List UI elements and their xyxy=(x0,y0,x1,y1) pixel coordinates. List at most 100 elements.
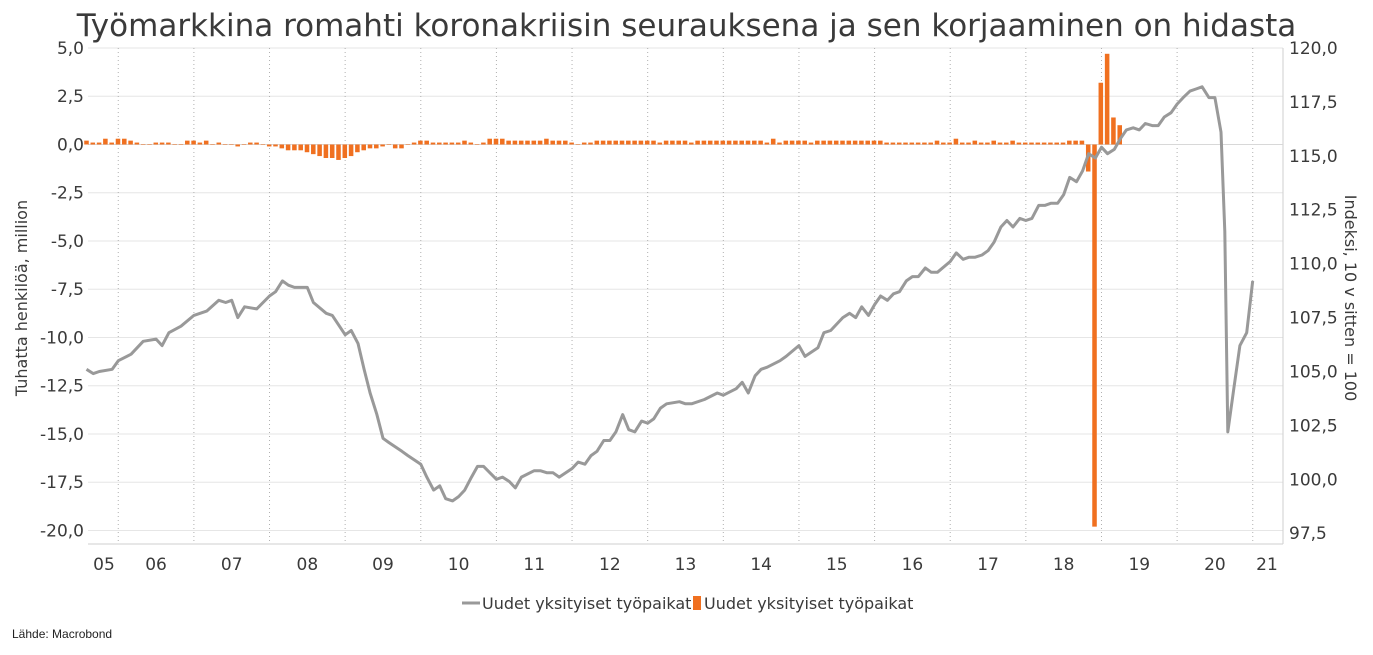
bar xyxy=(689,142,694,145)
bar xyxy=(405,144,411,145)
bar xyxy=(424,140,429,145)
right-tick-label: 105,0 xyxy=(1289,362,1338,382)
bar xyxy=(575,144,581,145)
bar xyxy=(178,144,184,145)
bar xyxy=(437,142,442,145)
bar xyxy=(1060,142,1066,145)
bar xyxy=(985,142,990,145)
right-tick-label: 107,5 xyxy=(1289,309,1338,329)
bar xyxy=(1117,125,1122,145)
x-tick-label: 05 xyxy=(93,555,115,575)
bar xyxy=(638,140,644,145)
bar xyxy=(216,142,222,145)
bar xyxy=(789,140,795,145)
x-tick-label: 14 xyxy=(750,555,772,575)
bar xyxy=(701,140,707,145)
right-tick-label: 110,0 xyxy=(1289,255,1338,275)
left-tick-label: -5,0 xyxy=(51,232,84,252)
bar xyxy=(720,140,726,145)
x-tick-label: 06 xyxy=(145,555,167,575)
bar xyxy=(928,142,933,145)
legend-bar-label: Uudet yksityiset työpaikat xyxy=(704,594,913,613)
bar xyxy=(941,142,946,145)
bar xyxy=(222,144,228,145)
bar xyxy=(758,140,763,145)
bar xyxy=(714,140,719,145)
line-path xyxy=(85,85,1255,503)
bar xyxy=(915,142,921,145)
x-tick-label: 11 xyxy=(523,555,545,575)
x-tick-label: 12 xyxy=(599,555,621,575)
bar xyxy=(808,142,814,145)
right-tick-label: 117,5 xyxy=(1289,93,1338,113)
bar xyxy=(1029,142,1034,145)
left-axis-label: Tuhatta henkilöä, million xyxy=(12,200,31,397)
bar xyxy=(878,140,883,145)
bar xyxy=(317,144,322,157)
bar xyxy=(657,142,663,145)
bar xyxy=(1022,142,1028,145)
right-tick-label: 100,0 xyxy=(1289,470,1338,490)
left-tick-label: 2,5 xyxy=(57,87,84,107)
bar xyxy=(695,140,700,145)
bar xyxy=(298,144,303,151)
x-axis-ticks: 05 06 07 08 09 10 11 12 13 14 15 16 17 18 19 20 21 xyxy=(93,555,1278,575)
bar xyxy=(922,142,927,145)
bar xyxy=(884,142,889,145)
bar xyxy=(626,140,631,145)
bar xyxy=(449,142,455,145)
bar xyxy=(474,144,480,145)
bar xyxy=(273,144,278,147)
x-tick-label: 13 xyxy=(675,555,697,575)
bar xyxy=(1092,144,1097,527)
bar xyxy=(304,144,310,153)
right-tick-label: 112,5 xyxy=(1289,201,1338,221)
x-tick-label: 19 xyxy=(1128,555,1150,575)
bar xyxy=(581,142,587,145)
bar xyxy=(859,140,864,145)
bar xyxy=(745,140,751,145)
x-tick-label: 18 xyxy=(1053,555,1075,575)
bar xyxy=(329,144,335,159)
bar xyxy=(802,140,807,145)
bar xyxy=(594,140,600,145)
bar xyxy=(770,138,776,145)
bar xyxy=(430,142,436,145)
bar xyxy=(292,144,297,151)
bar xyxy=(1004,142,1009,145)
bar xyxy=(1016,142,1022,145)
bar xyxy=(796,140,801,145)
bar xyxy=(203,140,209,145)
bar xyxy=(311,144,316,155)
left-axis-ticks: 5,0 2,5 0,0 -2,5 -5,0 -7,5 -10,0 -12,5 -15,0 -17,… xyxy=(40,39,84,541)
bar xyxy=(380,144,385,147)
bar xyxy=(997,142,1003,145)
left-tick-label: -20,0 xyxy=(40,521,84,541)
bar xyxy=(903,142,908,145)
bar xyxy=(544,138,549,145)
right-tick-label: 115,0 xyxy=(1289,147,1338,167)
bar xyxy=(96,142,102,145)
bar xyxy=(959,142,965,145)
x-tick-label: 10 xyxy=(448,555,470,575)
bar xyxy=(84,140,89,145)
bar xyxy=(323,144,329,159)
bar xyxy=(953,138,959,145)
bar xyxy=(103,138,108,145)
bar xyxy=(191,140,196,145)
bar xyxy=(140,144,146,145)
bar xyxy=(1010,140,1015,145)
bar xyxy=(128,140,133,145)
bar xyxy=(115,138,121,145)
bar xyxy=(840,140,845,145)
bar xyxy=(336,144,341,160)
x-tick-label: 21 xyxy=(1256,555,1278,575)
left-tick-label: -10,0 xyxy=(40,328,84,348)
bar xyxy=(374,144,379,149)
bar xyxy=(676,140,681,145)
bar xyxy=(443,142,448,145)
bar xyxy=(348,144,354,157)
bar xyxy=(733,140,738,145)
bar xyxy=(241,144,247,145)
